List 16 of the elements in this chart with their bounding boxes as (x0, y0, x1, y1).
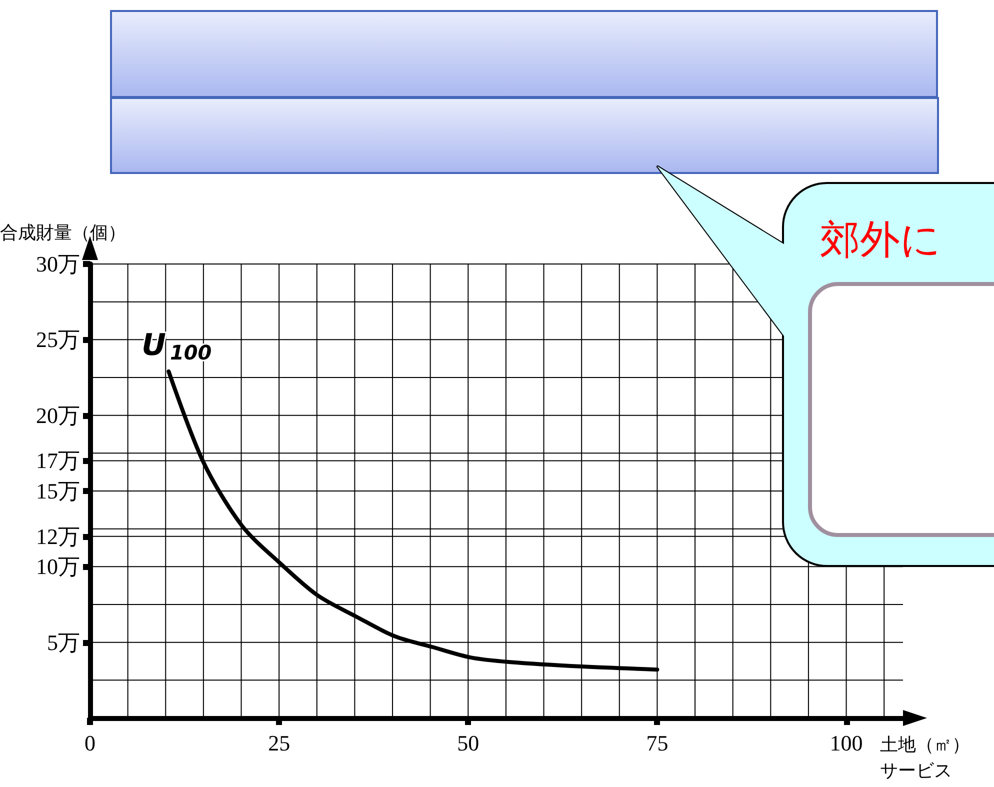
y-tick-label: 30万 (36, 252, 80, 276)
x-tick-label: 0 (84, 730, 96, 756)
y-tick-label: 17万 (36, 448, 80, 474)
x-tick-label: 25 (268, 730, 290, 756)
y-tick-label: 20万 (36, 402, 80, 428)
y-axis-title: 合成財量（個） (0, 222, 126, 244)
y-tick-label: 5万 (47, 630, 80, 655)
text: 郊外に (820, 216, 941, 265)
y-tick-label: 25万 (36, 327, 80, 352)
x-tick-label: 100 (830, 730, 863, 756)
x-tick-label: 50 (457, 730, 480, 756)
y-tick-label: 15万 (36, 478, 80, 504)
x-axis-title: 土地（㎡）サービス (880, 734, 970, 782)
y-tick-label: 10万 (36, 554, 80, 580)
y-tick-label: 12万 (36, 524, 80, 549)
x-tick-label: 75 (646, 730, 668, 756)
